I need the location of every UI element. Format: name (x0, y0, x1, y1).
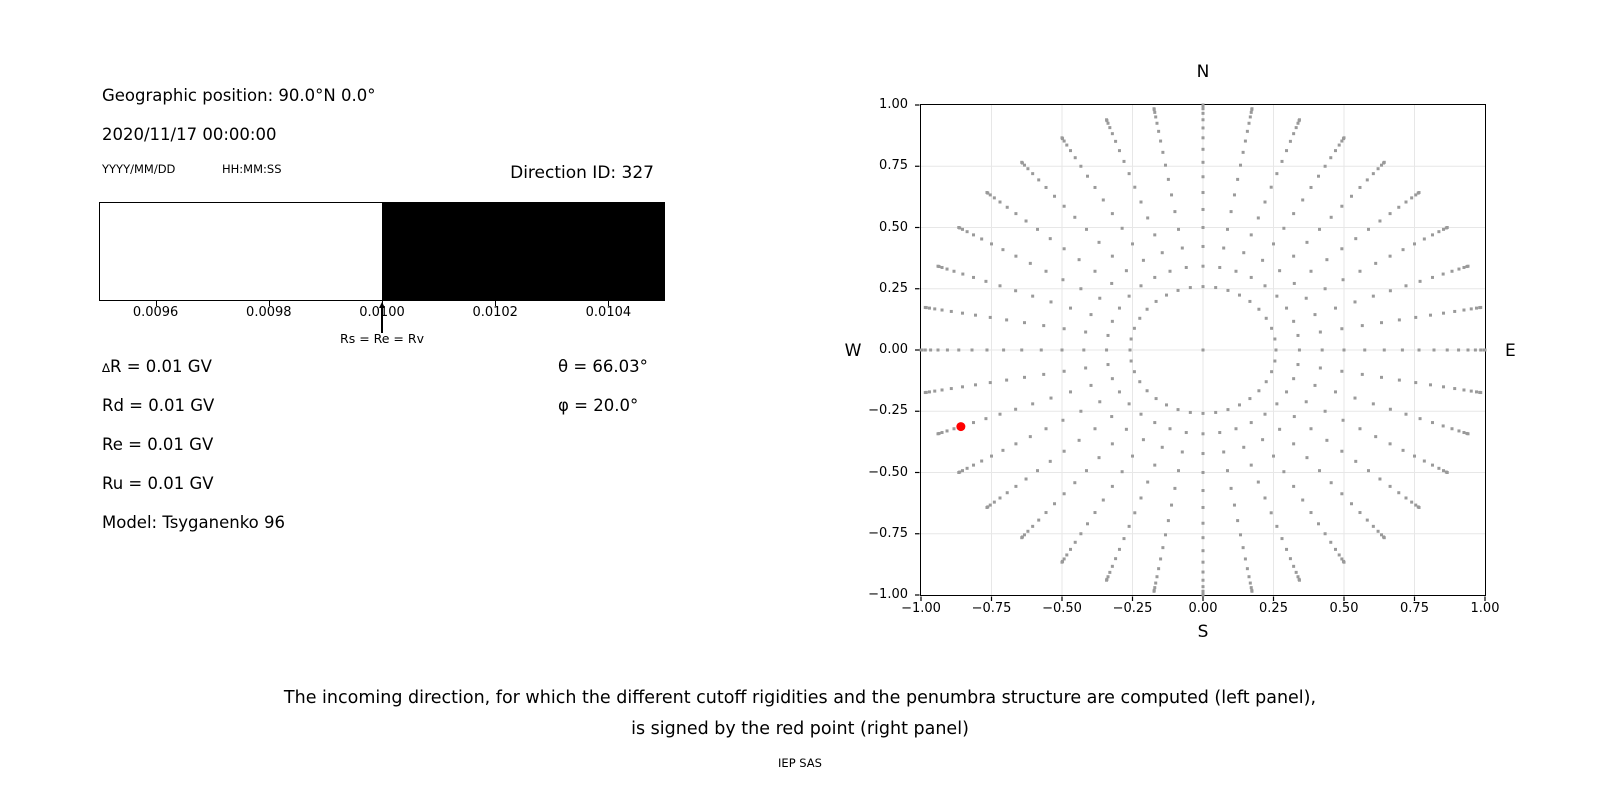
y-tick-label: 0.50 (879, 219, 908, 235)
y-tick-label: −1.00 (868, 587, 908, 602)
y-tick-label: −0.25 (868, 403, 908, 419)
delta-r-value: ∆R = 0.01 GV (102, 357, 212, 376)
y-tick-label: 0.00 (879, 342, 908, 357)
x-tick-label: 0.25 (1259, 601, 1288, 616)
x-tick-label: 0.0102 (472, 305, 518, 320)
arrow-up-icon (378, 302, 385, 308)
direction-dots (919, 103, 1486, 596)
penumbra-segment (382, 203, 664, 300)
x-tick-label: −0.50 (1042, 601, 1082, 616)
rigidity-marker-label: Rs = Re = Rv (340, 331, 424, 346)
date-format-label: YYYY/MM/DD (102, 162, 176, 176)
caption-line-1: The incoming direction, for which the di… (283, 688, 1317, 708)
x-tick-label: 0.0098 (246, 305, 292, 320)
y-tick-label: −0.50 (868, 464, 908, 480)
x-tick-label: −0.75 (971, 601, 1012, 616)
geographic-position-label: Geographic position: 90.0°N 0.0° (102, 86, 376, 105)
y-tick-label: 0.75 (879, 158, 908, 174)
direction-id-label: Direction ID: 327 (510, 163, 654, 183)
time-format-label: HH:MM:SS (222, 162, 282, 176)
rd-value: Rd = 0.01 GV (102, 396, 215, 415)
selected-direction-point (955, 421, 965, 431)
penumbra-marker-zone: Rs = Re = Rv (99, 302, 665, 350)
direction-y-tick-labels: −1.00 −0.75 −0.50 −0.25 0.00 0.25 0.50 0.75 1.00 (848, 97, 908, 602)
theta-value: θ = 66.03° (558, 357, 648, 376)
x-tick (495, 301, 497, 306)
direction-x-tick-labels: −1.00 −0.75 −0.50 −0.25 0.00 0.25 0.50 0.75 1.00 (901, 601, 1499, 619)
re-value: Re = 0.01 GV (102, 435, 214, 454)
y-tick-label: 1.00 (879, 97, 908, 112)
direction-scatter-canvas (914, 103, 1486, 601)
y-tick-label: −0.75 (868, 525, 908, 541)
x-tick-label: 1.00 (1470, 601, 1500, 616)
axis-label-south: S (1197, 622, 1209, 642)
phi-value: φ = 20.0° (558, 396, 639, 415)
credit-label: IEP SAS (778, 756, 822, 770)
axis-label-east: E (1505, 341, 1516, 361)
direction-scatter-chart (914, 103, 1486, 601)
x-tick-label: −1.00 (901, 601, 941, 616)
axis-label-north: N (1196, 62, 1210, 82)
caption-line-2: is signed by the red point (right panel) (631, 719, 969, 739)
axis-label-west: W (844, 341, 862, 361)
arrow-line (381, 306, 383, 333)
x-tick-label: −0.25 (1112, 601, 1153, 616)
x-tick-label: 0.50 (1329, 601, 1359, 616)
y-tick-label: 0.25 (879, 280, 908, 296)
x-tick (608, 301, 610, 306)
x-tick (268, 301, 270, 306)
x-tick (155, 301, 157, 306)
penumbra-segment (100, 203, 382, 300)
ru-value: Ru = 0.01 GV (102, 474, 214, 493)
model-label: Model: Tsyganenko 96 (102, 513, 286, 532)
x-tick-label: 0.00 (1188, 601, 1218, 616)
x-tick-label: 0.75 (1400, 601, 1429, 616)
x-tick-label: 0.0096 (132, 305, 179, 320)
x-tick-label: 0.0104 (585, 305, 632, 320)
datetime-label: 2020/11/17 00:00:00 (102, 125, 277, 144)
penumbra-chart (99, 202, 665, 301)
